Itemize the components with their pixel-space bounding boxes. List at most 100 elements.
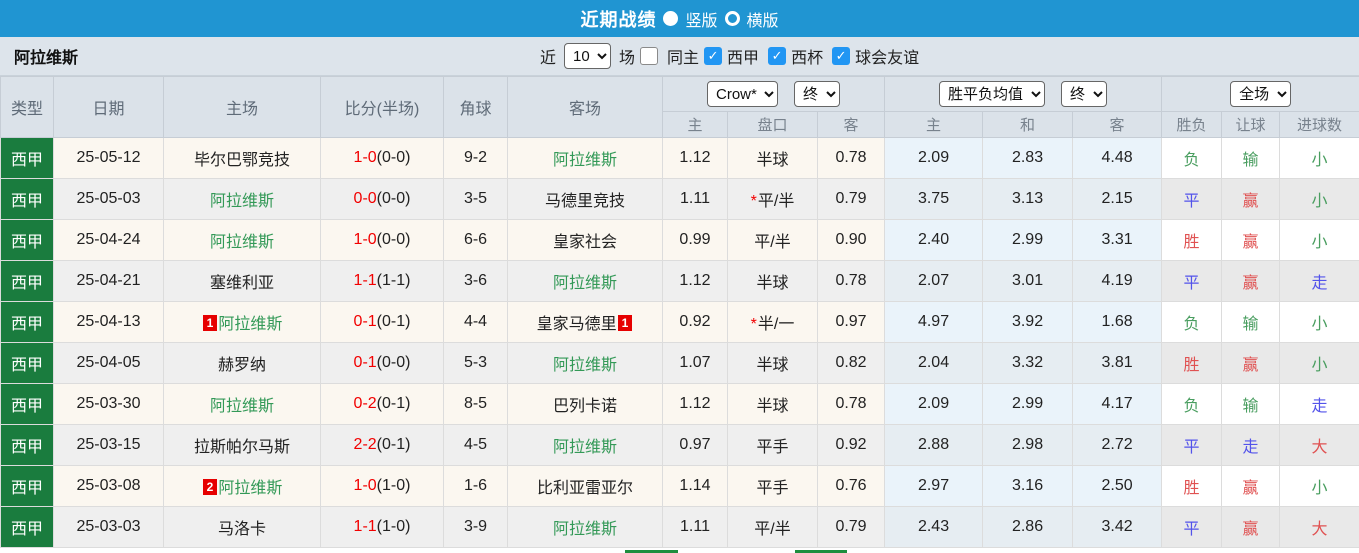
- away-team-cell: 阿拉维斯: [507, 342, 663, 384]
- league-type-cell: 西甲: [0, 506, 54, 548]
- result-cell: 平: [1161, 178, 1223, 220]
- table-row: 西甲 25-03-30 阿拉维斯 0-2(0-1) 8-5 巴列卡诺 1.12 半球 0.78 2…: [0, 383, 1359, 425]
- draw-odds-cell: 3.13: [982, 178, 1074, 220]
- results-table: 类型 日期 主场 比分(半场) 角球 客场 Crow* 终 胜平负均值 终 全场: [0, 76, 1359, 548]
- home-team-cell: 1 阿拉维斯: [163, 301, 321, 343]
- lose-odds-cell: 2.50: [1072, 465, 1163, 507]
- corner-cell: 6-6: [443, 219, 508, 261]
- date-cell: 25-04-05: [53, 342, 164, 384]
- red-card-badge: 1: [617, 315, 633, 331]
- goals-result-cell: 小: [1279, 219, 1359, 261]
- handicap-result-cell: 输: [1221, 137, 1281, 179]
- handicap-result-cell: 赢: [1221, 342, 1281, 384]
- table-row: 西甲 25-04-24 阿拉维斯 1-0(0-0) 6-6 皇家社会 0.99 平/半 0.90…: [0, 219, 1359, 261]
- away-odds-cell: 0.82: [816, 342, 886, 384]
- league-type-cell: 西甲: [0, 465, 54, 507]
- league-checkbox-friendly[interactable]: ✓: [832, 47, 851, 65]
- draw-odds-cell: 2.98: [982, 424, 1074, 466]
- home-odds-cell: 1.12: [662, 137, 728, 179]
- horizontal-radio[interactable]: [724, 11, 740, 26]
- col-header-type: 类型: [0, 76, 54, 138]
- score-cell: 0-2(0-1): [320, 383, 444, 425]
- bottom-button-fragment[interactable]: [795, 550, 847, 553]
- horizontal-radio-label[interactable]: 横版: [746, 12, 779, 30]
- result-cell: 平: [1161, 506, 1223, 548]
- sub-header-home-odds: 主: [662, 111, 728, 138]
- handicap-result-cell: 赢: [1221, 260, 1281, 302]
- away-team-cell: 阿拉维斯: [507, 506, 663, 548]
- goals-result-cell: 小: [1279, 301, 1359, 343]
- league-type-cell: 西甲: [0, 424, 54, 466]
- table-row: 西甲 25-04-21 塞维利亚 1-1(1-1) 3-6 阿拉维斯 1.12 半球 0.78 2…: [0, 260, 1359, 302]
- handicap-cell: 半球: [727, 260, 818, 302]
- sub-header-away-odds: 客: [816, 111, 886, 138]
- sub-header-lose: 客: [1072, 111, 1163, 138]
- date-cell: 25-03-08: [53, 465, 164, 507]
- result-cell: 负: [1161, 137, 1223, 179]
- away-team-cell: 皇家马德里 1: [507, 301, 663, 343]
- league-checkbox-liga[interactable]: ✓: [704, 47, 723, 65]
- handicap-cell: 平/半: [727, 219, 818, 261]
- games-label: 场: [619, 50, 636, 67]
- away-team-cell: 皇家社会: [507, 219, 663, 261]
- handicap-cell: *平/半: [727, 178, 818, 220]
- home-team-cell: 阿拉维斯: [163, 383, 321, 425]
- away-odds-cell: 0.78: [816, 260, 886, 302]
- col-header-score: 比分(半场): [320, 76, 444, 138]
- bookmaker-select[interactable]: Crow*: [707, 81, 779, 107]
- away-odds-cell: 0.76: [816, 465, 886, 507]
- vertical-radio-label[interactable]: 竖版: [685, 12, 718, 30]
- goals-result-cell: 小: [1279, 178, 1359, 220]
- league-label-liga: 西甲: [727, 50, 760, 67]
- score-cell: 0-1(0-0): [320, 342, 444, 384]
- date-cell: 25-03-15: [53, 424, 164, 466]
- date-cell: 25-05-03: [53, 178, 164, 220]
- home-team-cell: 阿拉维斯: [163, 178, 321, 220]
- corner-cell: 4-4: [443, 301, 508, 343]
- draw-odds-cell: 3.32: [982, 342, 1074, 384]
- red-card-badge: 2: [202, 479, 218, 495]
- handicap-final-select[interactable]: 终: [794, 81, 841, 107]
- date-cell: 25-04-13: [53, 301, 164, 343]
- handicap-cell: 平手: [727, 465, 818, 507]
- lose-odds-cell: 2.15: [1072, 178, 1163, 220]
- team-name: 阿拉维斯: [14, 50, 79, 67]
- sub-header-draw: 和: [982, 111, 1074, 138]
- corner-cell: 3-6: [443, 260, 508, 302]
- wdl-average-select[interactable]: 胜平负均值: [939, 81, 1046, 107]
- draw-odds-cell: 3.92: [982, 301, 1074, 343]
- goals-result-cell: 小: [1279, 137, 1359, 179]
- scope-select[interactable]: 全场: [1230, 81, 1292, 107]
- win-odds-cell: 3.75: [884, 178, 984, 220]
- corner-cell: 3-5: [443, 178, 508, 220]
- wdl-final-select[interactable]: 终: [1061, 81, 1108, 107]
- league-checkbox-cup[interactable]: ✓: [768, 47, 787, 65]
- bottom-button-fragment[interactable]: [625, 550, 678, 553]
- col-header-corner: 角球: [443, 76, 508, 138]
- lose-odds-cell: 4.48: [1072, 137, 1163, 179]
- handicap-cell: 半球: [727, 342, 818, 384]
- handicap-result-cell: 输: [1221, 301, 1281, 343]
- score-cell: 1-0(1-0): [320, 465, 444, 507]
- away-team-cell: 阿拉维斯: [507, 260, 663, 302]
- result-cell: 胜: [1161, 342, 1223, 384]
- score-cell: 1-1(1-1): [320, 260, 444, 302]
- home-team-cell: 拉斯帕尔马斯: [163, 424, 321, 466]
- same-home-label: 同主: [667, 50, 700, 67]
- win-odds-cell: 2.04: [884, 342, 984, 384]
- away-odds-cell: 0.92: [816, 424, 886, 466]
- home-team-cell: 马洛卡: [163, 506, 321, 548]
- handicap-result-cell: 走: [1221, 424, 1281, 466]
- handicap-cell: 平手: [727, 424, 818, 466]
- league-type-cell: 西甲: [0, 260, 54, 302]
- match-count-select[interactable]: 10: [564, 43, 612, 69]
- result-cell: 胜: [1161, 219, 1223, 261]
- lose-odds-cell: 3.81: [1072, 342, 1163, 384]
- draw-odds-cell: 2.99: [982, 383, 1074, 425]
- handicap-result-cell: 赢: [1221, 506, 1281, 548]
- lose-odds-cell: 3.31: [1072, 219, 1163, 261]
- win-odds-cell: 2.07: [884, 260, 984, 302]
- vertical-radio[interactable]: [663, 11, 679, 26]
- league-label-friendly: 球会友谊: [855, 50, 920, 67]
- same-home-checkbox[interactable]: [640, 47, 659, 65]
